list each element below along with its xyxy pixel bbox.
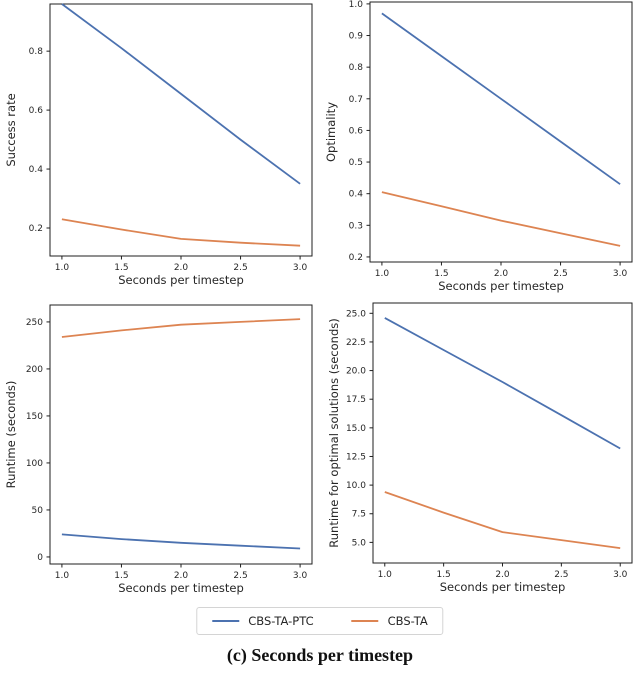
x-tick-label: 2.5 — [233, 263, 247, 273]
x-tick-label: 1.0 — [55, 263, 70, 273]
x-tick-label: 2.5 — [554, 570, 568, 580]
x-tick-label: 1.0 — [55, 571, 70, 581]
x-tick-label: 2.5 — [553, 269, 567, 279]
y-axis-label: Runtime (seconds) — [4, 381, 18, 489]
series-line-cbs-ta-ptc — [61, 3, 301, 185]
plots-svg: 1.0 1.5 2.0 2.5 3.0 0.2 0.4 0.6 0.8 Seconds per t… — [4, 0, 633, 595]
y-tick-label: 100 — [26, 459, 43, 469]
legend-item-cbs-ta-ptc: CBS-TA-PTC — [212, 614, 314, 628]
y-tick-label: 250 — [26, 318, 43, 328]
y-tick-label: 0.4 — [349, 190, 364, 200]
series-line-cbs-ta — [381, 191, 621, 247]
legend-line-swatch-cbs-ta — [351, 620, 379, 622]
x-tick-label: 1.0 — [375, 269, 390, 279]
x-tick-label: 1.5 — [114, 571, 128, 581]
y-tick-label: 1.0 — [349, 0, 364, 10]
y-tick-label: 17.5 — [346, 395, 366, 405]
y-tick-label: 0.5 — [349, 158, 363, 168]
x-axis-label: Seconds per timestep — [118, 273, 244, 287]
x-tick-label: 1.5 — [434, 269, 448, 279]
y-tick-label: 7.5 — [352, 510, 366, 520]
x-tick-label: 1.5 — [114, 263, 128, 273]
x-tick-label: 3.0 — [613, 269, 628, 279]
y-axis-label: Optimality — [324, 102, 338, 162]
x-axis-label: Seconds per timestep — [440, 580, 566, 594]
x-tick-label: 2.0 — [495, 570, 510, 580]
x-tick-label: 3.0 — [613, 570, 628, 580]
x-axis-label: Seconds per timestep — [118, 581, 244, 595]
y-tick-label: 20.0 — [346, 367, 366, 377]
y-tick-label: 0.6 — [349, 126, 364, 136]
y-tick-label: 22.5 — [346, 338, 366, 348]
x-tick-label: 2.0 — [494, 269, 509, 279]
legend: CBS-TA-PTC CBS-TA — [196, 607, 444, 635]
y-tick-label: 0.2 — [349, 253, 363, 263]
x-axis-label: Seconds per timestep — [438, 279, 564, 293]
y-tick-label: 50 — [32, 506, 44, 516]
y-tick-label: 25.0 — [346, 309, 366, 319]
y-tick-label: 5.0 — [352, 538, 367, 548]
series-line-cbs-ta — [61, 318, 301, 338]
y-tick-label: 0.8 — [349, 63, 364, 73]
plot-border — [369, 1, 633, 263]
y-tick-label: 0.8 — [29, 47, 44, 57]
y-tick-label: 15.0 — [346, 424, 366, 434]
plot-border — [49, 304, 313, 565]
legend-label-cbs-ta-ptc: CBS-TA-PTC — [248, 614, 314, 628]
y-tick-label: 10.0 — [346, 481, 366, 491]
y-tick-label: 0 — [37, 553, 43, 563]
y-tick-label: 0.7 — [349, 95, 363, 105]
x-tick-label: 3.0 — [293, 571, 308, 581]
y-tick-label: 150 — [26, 412, 43, 422]
series-line-cbs-ta-ptc — [384, 317, 621, 450]
y-axis-label: Success rate — [4, 93, 18, 166]
legend-label-cbs-ta: CBS-TA — [387, 614, 428, 628]
y-tick-label: 12.5 — [346, 452, 366, 462]
y-tick-label: 0.2 — [29, 224, 43, 234]
plot-border — [49, 3, 313, 257]
x-tick-label: 2.5 — [233, 571, 247, 581]
y-tick-label: 0.3 — [349, 221, 363, 231]
x-tick-label: 2.0 — [174, 263, 189, 273]
x-tick-label: 3.0 — [293, 263, 308, 273]
series-line-cbs-ta-ptc — [381, 12, 621, 185]
series-line-cbs-ta — [61, 218, 301, 247]
x-tick-label: 1.0 — [378, 570, 393, 580]
series-line-cbs-ta-ptc — [61, 533, 301, 550]
x-tick-label: 2.0 — [174, 571, 189, 581]
legend-item-cbs-ta: CBS-TA — [351, 614, 428, 628]
x-tick-label: 1.5 — [436, 570, 450, 580]
series-line-cbs-ta — [384, 491, 621, 549]
y-tick-label: 0.4 — [29, 165, 44, 175]
y-tick-label: 200 — [26, 365, 43, 375]
y-axis-label: Runtime for optimal solutions (seconds) — [327, 318, 341, 547]
y-tick-label: 0.6 — [29, 106, 44, 116]
figure-caption: (c) Seconds per timestep — [226, 645, 414, 665]
y-tick-label: 0.9 — [349, 32, 364, 42]
legend-line-swatch-cbs-ta-ptc — [212, 620, 240, 622]
